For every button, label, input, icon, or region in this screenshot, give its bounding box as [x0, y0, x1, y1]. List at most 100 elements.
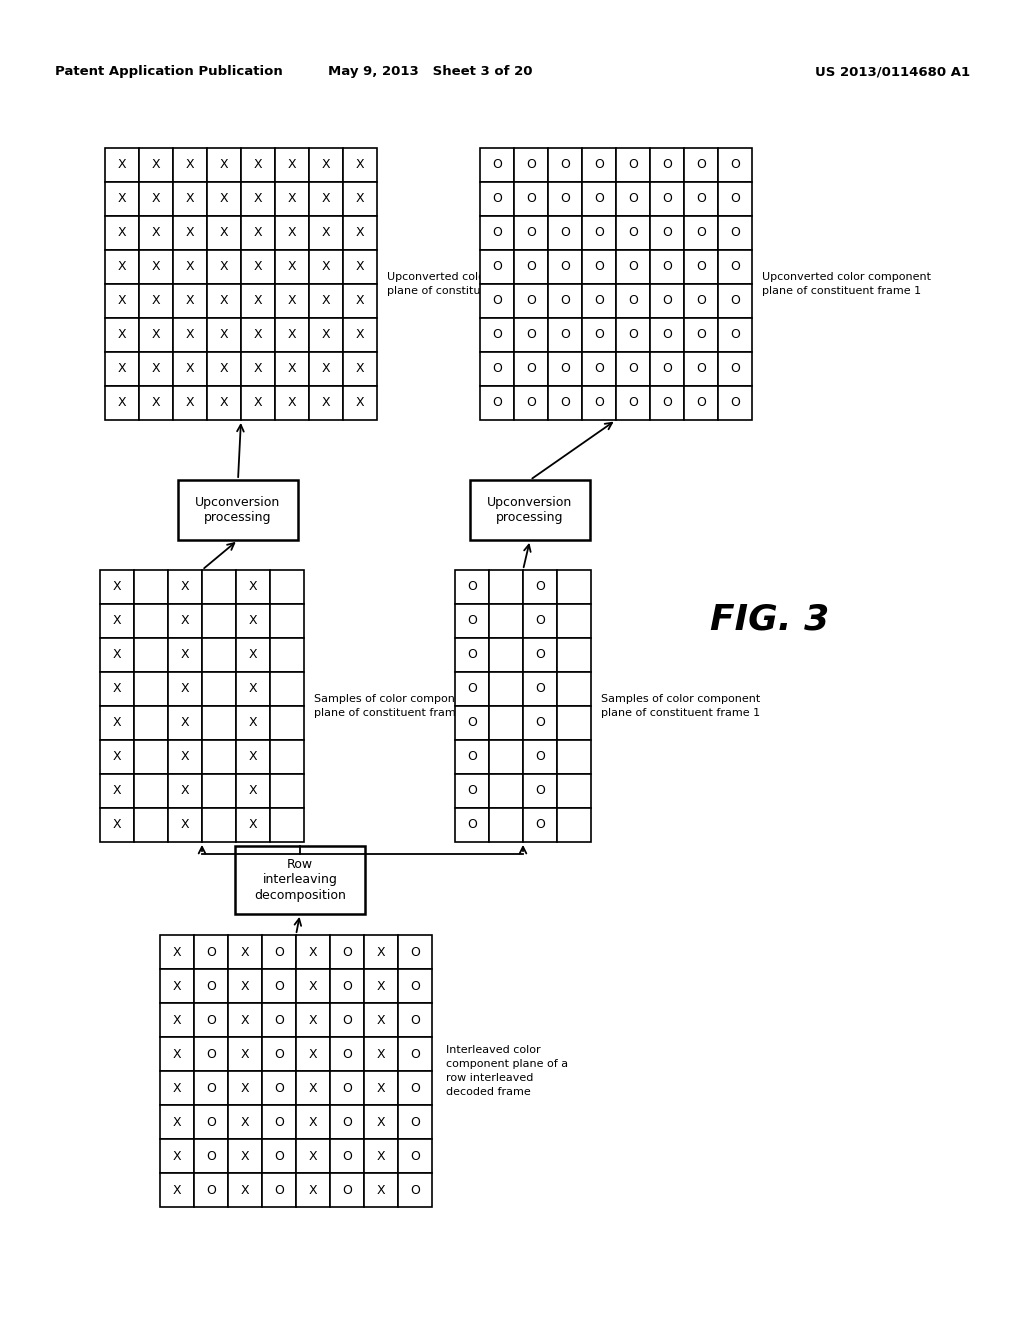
Bar [650, 216, 684, 249]
Bar [523, 605, 557, 638]
Bar [270, 672, 304, 706]
Bar [228, 1071, 262, 1105]
Text: X: X [185, 294, 195, 308]
Bar [207, 249, 241, 284]
Text: X: X [377, 945, 385, 958]
Bar [173, 216, 207, 249]
Text: O: O [410, 945, 420, 958]
Bar [202, 570, 236, 605]
Text: O: O [628, 260, 638, 273]
Text: X: X [152, 363, 161, 375]
Bar [275, 318, 309, 352]
Text: O: O [274, 1184, 284, 1196]
Bar [616, 284, 650, 318]
Text: O: O [342, 1014, 352, 1027]
Text: X: X [288, 260, 296, 273]
Text: X: X [254, 158, 262, 172]
Text: May 9, 2013   Sheet 3 of 20: May 9, 2013 Sheet 3 of 20 [328, 66, 532, 78]
Text: X: X [173, 1014, 181, 1027]
Text: X: X [249, 615, 257, 627]
Text: O: O [663, 363, 672, 375]
Text: O: O [536, 751, 545, 763]
Bar [309, 385, 343, 420]
Bar [330, 1105, 364, 1139]
Bar [236, 706, 270, 741]
Text: X: X [377, 1115, 385, 1129]
Bar [309, 216, 343, 249]
Bar [262, 935, 296, 969]
Bar [270, 706, 304, 741]
Bar [330, 1071, 364, 1105]
Bar [262, 1173, 296, 1206]
Text: X: X [180, 648, 189, 661]
Bar [557, 808, 591, 842]
Bar [202, 672, 236, 706]
Text: X: X [322, 329, 331, 342]
Text: X: X [118, 363, 126, 375]
Bar [455, 741, 489, 774]
Text: X: X [173, 1081, 181, 1094]
Text: X: X [220, 363, 228, 375]
Bar [330, 1139, 364, 1173]
Bar [650, 182, 684, 216]
Bar [548, 249, 582, 284]
Text: X: X [249, 648, 257, 661]
Text: O: O [526, 363, 536, 375]
Text: X: X [241, 1014, 249, 1027]
Text: X: X [288, 363, 296, 375]
Text: X: X [254, 329, 262, 342]
Text: O: O [696, 260, 706, 273]
Bar [241, 318, 275, 352]
Text: O: O [594, 396, 604, 409]
Text: O: O [274, 1115, 284, 1129]
Text: O: O [206, 945, 216, 958]
Bar [616, 318, 650, 352]
Bar [194, 1038, 228, 1071]
Bar [207, 182, 241, 216]
Bar [236, 808, 270, 842]
Bar [309, 249, 343, 284]
Bar [270, 774, 304, 808]
Text: X: X [180, 784, 189, 797]
Text: O: O [206, 1081, 216, 1094]
Text: X: X [355, 260, 365, 273]
Text: X: X [113, 682, 121, 696]
Text: X: X [241, 1184, 249, 1196]
Text: X: X [322, 158, 331, 172]
Text: X: X [241, 979, 249, 993]
Text: O: O [274, 1150, 284, 1163]
Text: O: O [342, 1048, 352, 1060]
Bar [684, 352, 718, 385]
Bar [139, 284, 173, 318]
Bar [398, 1038, 432, 1071]
Text: O: O [730, 260, 740, 273]
Text: X: X [118, 193, 126, 206]
Bar [489, 774, 523, 808]
Text: X: X [377, 1184, 385, 1196]
Bar [105, 318, 139, 352]
Bar [343, 284, 377, 318]
Bar [523, 638, 557, 672]
Bar [548, 352, 582, 385]
Text: O: O [628, 329, 638, 342]
Bar [455, 605, 489, 638]
Text: O: O [560, 227, 570, 239]
Bar [100, 605, 134, 638]
Text: X: X [308, 1150, 317, 1163]
Bar [202, 605, 236, 638]
Bar [100, 570, 134, 605]
Bar [398, 1173, 432, 1206]
Text: X: X [254, 294, 262, 308]
Bar [173, 284, 207, 318]
Bar [718, 385, 752, 420]
Bar [557, 570, 591, 605]
Text: O: O [594, 363, 604, 375]
Bar [514, 352, 548, 385]
Bar [236, 638, 270, 672]
Text: O: O [493, 158, 502, 172]
Text: X: X [254, 363, 262, 375]
Bar [364, 1105, 398, 1139]
Bar [684, 385, 718, 420]
Bar [582, 352, 616, 385]
Text: O: O [536, 648, 545, 661]
